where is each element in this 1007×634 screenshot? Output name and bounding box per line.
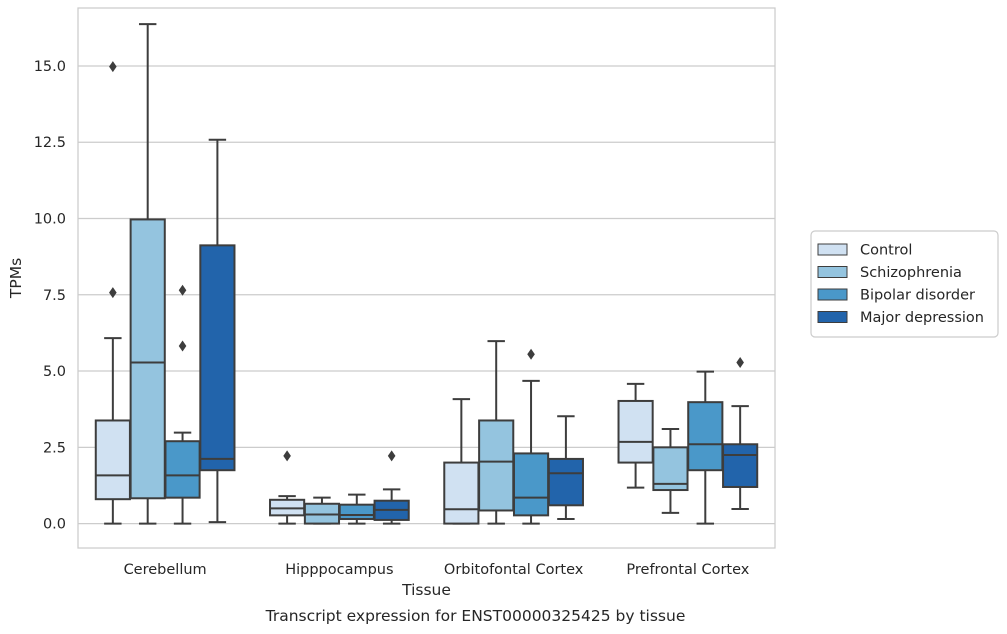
box-iqr (652, 446, 689, 492)
box-major-depression (199, 138, 236, 524)
legend-swatch (817, 311, 848, 323)
x-tick-label: Hipppocampus (285, 562, 393, 578)
legend-frame (810, 230, 999, 338)
y-tick-label: 0.0 (43, 517, 66, 533)
box-series (94, 23, 759, 525)
box-iqr (338, 503, 375, 521)
legend-label: Control (860, 243, 912, 259)
y-tick-label: 7.5 (43, 288, 66, 304)
x-tick-label: Orbitofontal Cortex (444, 562, 584, 578)
y-tick-label: 10.0 (34, 212, 66, 228)
outlier-point (178, 284, 187, 296)
legend-swatch (817, 288, 848, 301)
box-major-depression (547, 415, 584, 521)
y-tick-label: 5.0 (43, 364, 66, 380)
box-control (443, 398, 480, 525)
legend-label: Major depression (860, 310, 984, 326)
y-tick-label: 12.5 (34, 135, 66, 151)
chart-caption: Transcript expression for ENST0000032542… (265, 607, 686, 625)
box-iqr (617, 399, 654, 464)
box-iqr (199, 244, 236, 472)
x-tick-label: Prefrontal Cortex (626, 562, 749, 578)
legend-label: Bipolar disorder (860, 288, 975, 304)
y-tick-label: 2.5 (43, 440, 66, 456)
legend-swatch (817, 243, 848, 256)
y-tick-label: 15.0 (34, 59, 66, 75)
outlier-point (736, 357, 744, 369)
box-major-depression (373, 450, 410, 525)
outlier-point (178, 340, 187, 352)
outlier-point (387, 450, 396, 462)
box-schizophrenia (652, 428, 689, 514)
box-iqr (512, 452, 550, 517)
box-schizophrenia (129, 23, 166, 525)
box-bipolar-disorder (512, 348, 550, 525)
box-iqr (94, 419, 131, 501)
legend-label: Schizophrenia (860, 265, 962, 281)
box-major-depression (722, 357, 759, 510)
x-axis-title: Tissue (401, 581, 451, 599)
box-iqr (547, 457, 584, 507)
box-iqr (443, 461, 480, 525)
outlier-point (109, 287, 117, 299)
outlier-point (283, 450, 291, 462)
box-iqr (722, 443, 759, 488)
legend: Control Schizophrenia Bipolar disorder Majo… (810, 230, 999, 338)
plot-frame (77, 7, 776, 549)
legend-swatch (817, 266, 848, 278)
y-tick-labels: 0.0 2.5 5.0 7.5 10.0 12.5 15.0 (34, 59, 66, 533)
y-axis-title: TPMs (7, 258, 25, 299)
x-tick-labels: Cerebellum Hipppocampus Orbitofontal Corte… (124, 562, 750, 578)
box-iqr (478, 419, 515, 512)
box-iqr (687, 401, 724, 472)
outlier-point (109, 61, 117, 73)
box-schizophrenia (478, 340, 515, 525)
box-bipolar-disorder (687, 370, 724, 525)
box-iqr (129, 218, 166, 500)
box-iqr (164, 440, 201, 499)
outlier-point (527, 348, 535, 360)
x-tick-label: Cerebellum (124, 562, 207, 578)
box-control (617, 382, 654, 489)
